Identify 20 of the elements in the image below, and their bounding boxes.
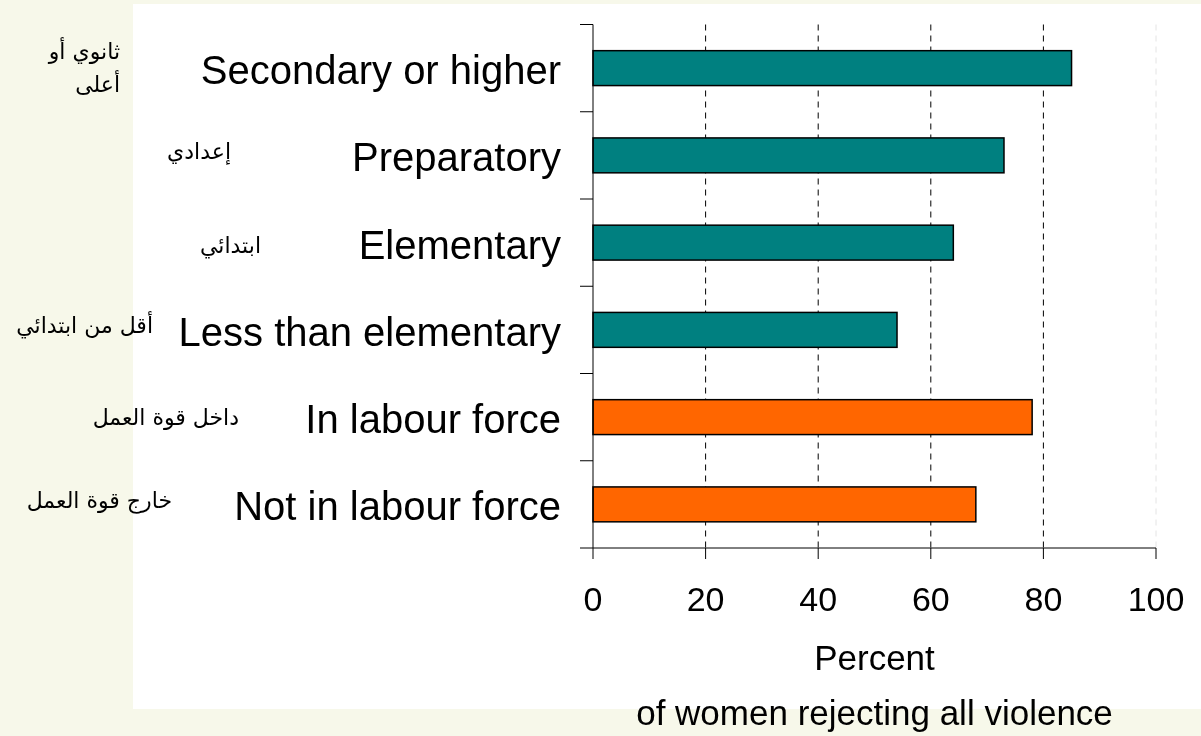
row-note: إعدادي — [167, 137, 231, 167]
x-tick-label: 100 — [1127, 580, 1185, 618]
x-tick-label: 80 — [1024, 580, 1063, 618]
note: of women rejecting all violence — [636, 693, 1113, 732]
x-axis-title: Percent — [814, 638, 935, 677]
row-note: أقل من ابتدائي — [16, 310, 153, 341]
row-note: داخل قوة العمل — [92, 403, 239, 432]
category-label: Elementary — [358, 222, 561, 267]
x-tick-label: 20 — [686, 580, 725, 618]
x-tick-label: 40 — [799, 580, 838, 618]
category-label: In labour force — [305, 397, 561, 442]
category-label: Preparatory — [352, 135, 561, 180]
category-label: Less than elementary — [178, 309, 561, 354]
row-note: خارج قوة العمل — [26, 486, 172, 516]
x-tick-label: 0 — [583, 580, 603, 618]
row-note: ثانوي أو أعلى — [46, 36, 120, 100]
x-tick-label: 60 — [911, 580, 950, 618]
category-label: Secondary or higher — [200, 48, 561, 93]
row-note: ابتدائي — [200, 232, 261, 261]
category-label: Not in labour force — [234, 484, 561, 529]
